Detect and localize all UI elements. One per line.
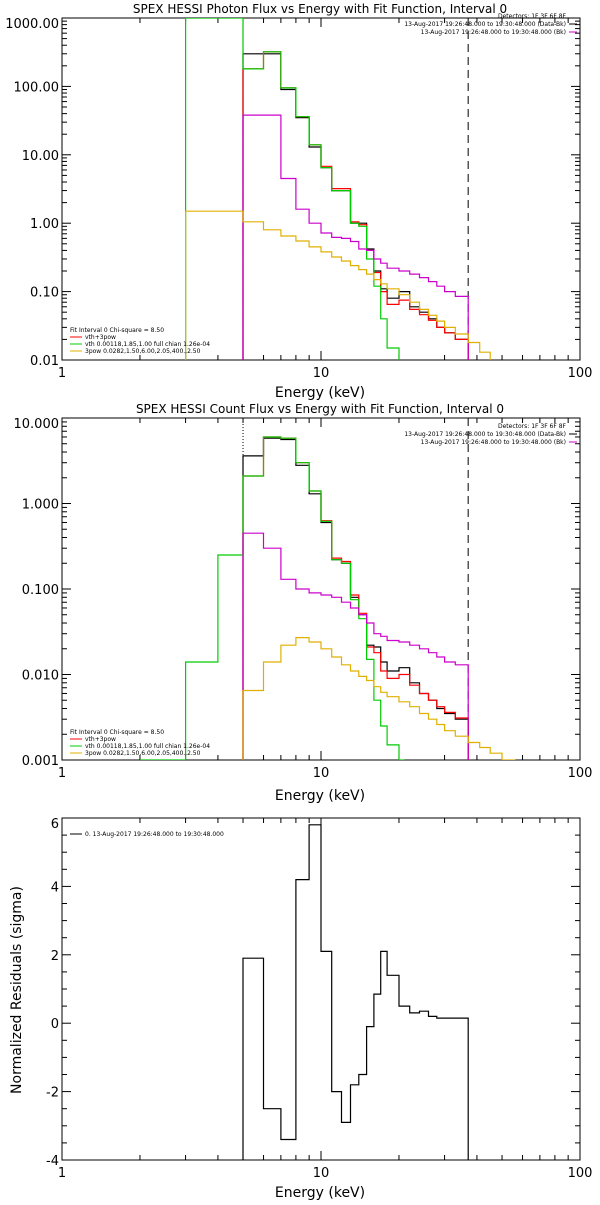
series-1-line <box>242 436 469 760</box>
series-0-line <box>242 53 469 360</box>
series-3-line <box>242 532 469 760</box>
y-tick-label: 100.00 <box>14 80 60 95</box>
legend-label: vth+3pow <box>85 736 116 743</box>
x-tick-label: 100 <box>568 1166 593 1181</box>
y-tick-label: 0.010 <box>22 669 59 684</box>
legend-label: vth+3pow <box>85 334 116 341</box>
y-tick-label: 1.000 <box>22 498 59 513</box>
series-group <box>185 18 503 360</box>
legend-label: 0. 13-Aug-2017 19:26:48.000 to 19:30:48.… <box>85 831 224 838</box>
y-tick-label: 10.00 <box>22 149 59 164</box>
detector-header-text: 13-Aug-2017 19:26:48.000 to 19:30:48.000… <box>404 431 566 438</box>
y-tick-label: 4 <box>51 880 59 895</box>
y-tick-label: 6 <box>51 817 59 832</box>
x-axis-label: Energy (keV) <box>275 385 365 401</box>
residuals-panel: Energy (keV) Normalized Residuals (sigma… <box>9 817 593 1201</box>
series-group <box>140 436 541 760</box>
detector-header-text: Detectors: 1F 3F 6F 8F <box>498 423 567 430</box>
legend-label: vth 0.00118,1.85,1.00 full chian 1.26e-0… <box>85 341 210 348</box>
y-tick-label: 2 <box>51 949 59 964</box>
detector-header-text: Detectors: 1F 3F 6F 8F <box>498 13 567 20</box>
legend-title: Fit Interval 0 Chi-square = 8.50 <box>70 729 164 736</box>
chart-title: SPEX HESSI Count Flux vs Energy with Fit… <box>136 402 504 416</box>
x-tick-label: 100 <box>568 766 593 781</box>
y-tick-label: 0.01 <box>30 354 59 369</box>
series-1-line <box>242 51 469 360</box>
y-tick-label: -4 <box>46 1154 59 1169</box>
series-3-line <box>242 114 469 360</box>
legend-label: 3pow 0.0282,1.50,6.00,2.05,400.,2.50 <box>85 348 201 355</box>
series-4-line <box>185 210 503 360</box>
series-0-line <box>242 824 469 1160</box>
legend-label: vth 0.00118,1.85,1.00 full chian 1.26e-0… <box>85 743 210 750</box>
detector-header-text: 13-Aug-2017 19:26:48.000 to 19:30:48.000… <box>421 29 566 36</box>
detector-header-text: 13-Aug-2017 19:26:48.000 to 19:30:48.000… <box>421 439 566 446</box>
series-2-line <box>185 18 406 360</box>
y-tick-label: 1.00 <box>30 217 59 232</box>
photon-flux-panel: SPEX HESSI Photon Flux vs Energy with Fi… <box>5 2 592 401</box>
x-tick-label: 10 <box>313 1166 330 1181</box>
series-2-line <box>140 436 405 760</box>
x-tick-label: 10 <box>313 366 330 381</box>
count-flux-panel: SPEX HESSI Count Flux vs Energy with Fit… <box>14 402 593 804</box>
y-tick-label: 0 <box>51 1017 59 1032</box>
x-tick-label: 1 <box>58 1166 66 1181</box>
x-axis-label: Energy (keV) <box>275 788 365 804</box>
x-axis-label: Energy (keV) <box>275 1185 365 1200</box>
detector-header-text: 13-Aug-2017 19:26:48.000 to 19:30:48.000… <box>404 21 566 28</box>
x-tick-label: 10 <box>313 766 330 781</box>
y-axis-label: Normalized Residuals (sigma) <box>9 886 25 1094</box>
y-tick-label: 1000.00 <box>5 17 59 32</box>
legend-label: 3pow 0.0282,1.50,6.00,2.05,400.,2.50 <box>85 750 201 757</box>
plot-frame <box>61 417 581 761</box>
y-tick-label: 0.001 <box>22 754 59 769</box>
series-group <box>242 824 469 1160</box>
series-0-line <box>242 437 469 760</box>
y-tick-label: 0.100 <box>22 583 59 598</box>
x-tick-label: 1 <box>58 766 66 781</box>
y-tick-label: 10.000 <box>14 417 60 432</box>
x-tick-label: 100 <box>568 366 593 381</box>
y-tick-label: 0.10 <box>30 286 59 301</box>
chart-title: SPEX HESSI Photon Flux vs Energy with Fi… <box>133 2 507 16</box>
y-tick-label: -2 <box>46 1086 59 1101</box>
x-tick-label: 1 <box>58 366 66 381</box>
series-4-line <box>242 637 541 760</box>
plot-frame <box>61 17 581 361</box>
legend-title: Fit Interval 0 Chi-square = 8.50 <box>70 327 164 334</box>
